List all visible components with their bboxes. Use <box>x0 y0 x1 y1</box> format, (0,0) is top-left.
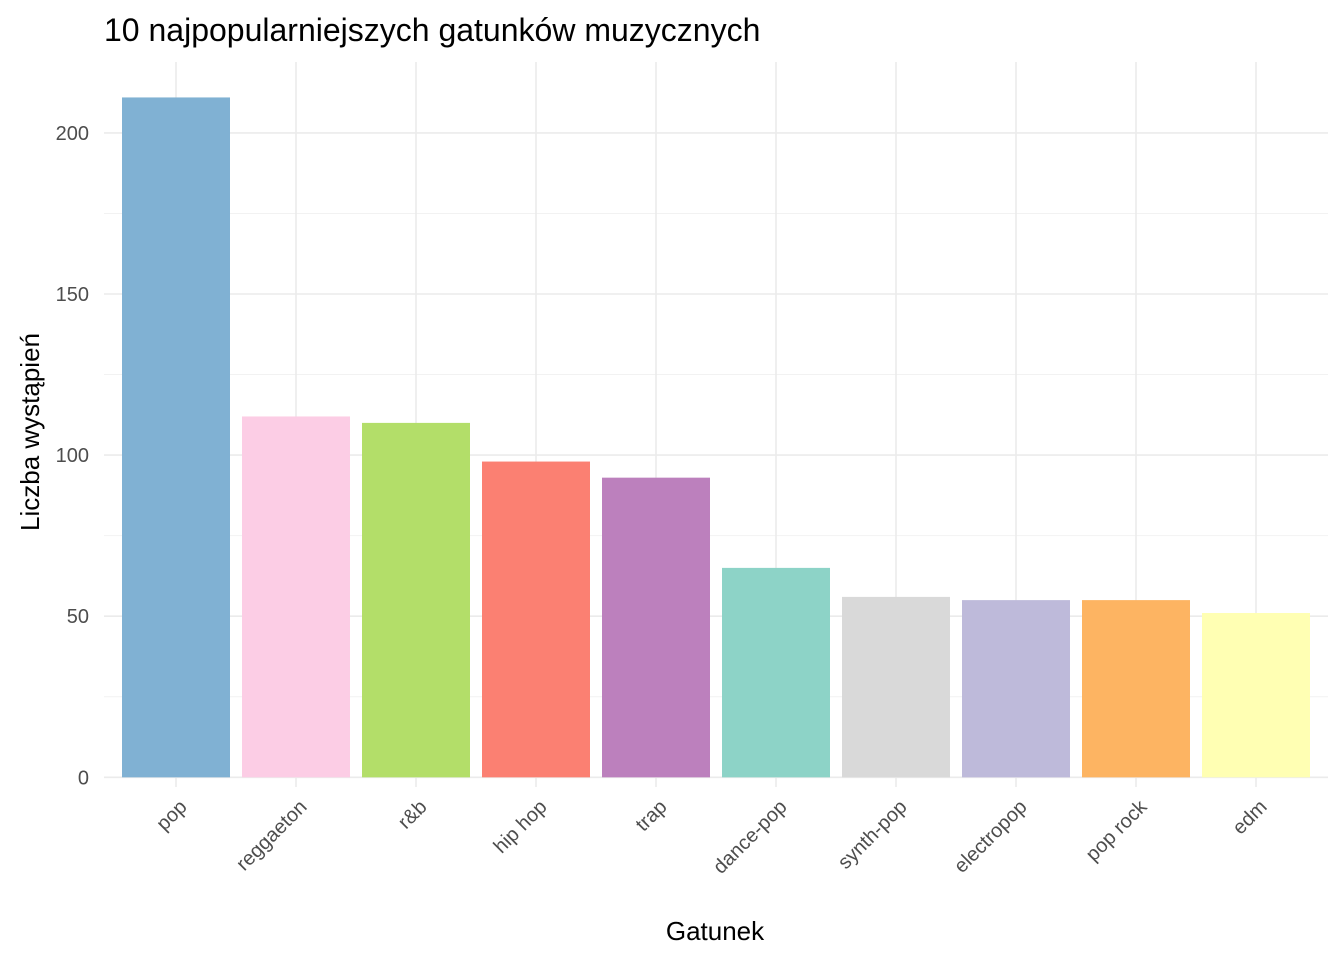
x-tick-label: edm <box>1228 796 1271 839</box>
bar-pop <box>122 97 230 778</box>
bar-dance-pop <box>722 567 830 778</box>
y-tick-label: 150 <box>56 284 89 306</box>
x-tick-label: pop <box>152 796 191 835</box>
chart-title: 10 najpopularniejszych gatunków muzyczny… <box>104 12 760 48</box>
bar-synth-pop <box>842 596 950 778</box>
x-tick-label: dance-pop <box>709 796 791 878</box>
x-tick-label: reggaeton <box>232 796 311 875</box>
y-tick-label: 200 <box>56 123 89 145</box>
y-tick-label: 100 <box>56 445 89 467</box>
bar-reggaeton <box>242 416 350 778</box>
bar-electropop <box>962 600 1070 778</box>
y-axis-ticks: 0 50 100 150 200 <box>56 123 89 789</box>
x-tick-label: pop rock <box>1082 795 1153 866</box>
bar-edm <box>1202 613 1310 778</box>
x-axis-title: Gatunek <box>666 916 765 946</box>
bar-r-b <box>362 422 470 778</box>
bar-trap <box>602 477 710 778</box>
bars <box>122 97 1310 778</box>
bar-hip-hop <box>482 461 590 778</box>
x-tick-label: trap <box>632 796 672 836</box>
y-axis-title: Liczba wystąpień <box>15 333 45 531</box>
bar-pop-rock <box>1082 600 1190 778</box>
y-tick-label: 50 <box>67 606 89 628</box>
y-tick-label: 0 <box>78 767 89 789</box>
x-tick-label: hip hop <box>490 796 552 858</box>
x-axis-ticks: pop reggaeton r&b hip hop trap dance-pop synth… <box>152 795 1271 878</box>
x-tick-label: r&b <box>394 796 432 834</box>
x-tick-label: synth-pop <box>834 796 912 874</box>
x-tick-label: electropop <box>950 796 1032 878</box>
